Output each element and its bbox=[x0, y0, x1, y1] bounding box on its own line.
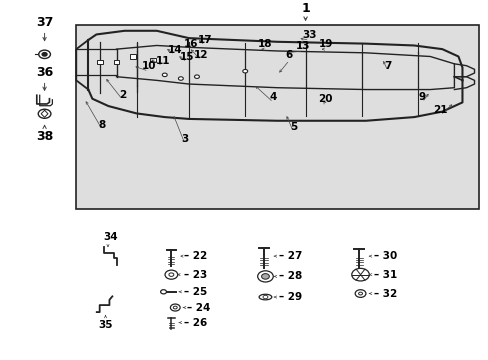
Text: 10: 10 bbox=[141, 61, 156, 71]
Circle shape bbox=[170, 304, 180, 311]
Circle shape bbox=[38, 109, 51, 118]
Text: 38: 38 bbox=[36, 130, 53, 143]
Circle shape bbox=[160, 290, 166, 294]
Text: 16: 16 bbox=[183, 39, 198, 49]
Text: 34: 34 bbox=[103, 232, 118, 242]
Text: 19: 19 bbox=[318, 39, 332, 49]
Circle shape bbox=[257, 271, 273, 282]
Text: 36: 36 bbox=[36, 67, 53, 80]
Circle shape bbox=[42, 53, 47, 56]
Text: – 23: – 23 bbox=[183, 270, 206, 280]
Text: 4: 4 bbox=[269, 93, 277, 102]
Text: 7: 7 bbox=[384, 61, 391, 71]
Text: – 22: – 22 bbox=[183, 251, 206, 261]
Bar bbox=[76, 25, 478, 209]
Text: – 28: – 28 bbox=[278, 271, 301, 282]
Circle shape bbox=[173, 306, 177, 309]
Text: – 30: – 30 bbox=[373, 251, 396, 261]
Text: 14: 14 bbox=[167, 45, 182, 55]
Ellipse shape bbox=[259, 294, 271, 300]
Text: 15: 15 bbox=[179, 52, 194, 62]
Bar bbox=[97, 60, 103, 64]
Circle shape bbox=[168, 273, 173, 276]
Circle shape bbox=[39, 50, 50, 59]
Text: – 32: – 32 bbox=[373, 289, 396, 298]
Text: – 31: – 31 bbox=[373, 270, 396, 280]
Text: 17: 17 bbox=[197, 36, 212, 45]
Text: 8: 8 bbox=[99, 120, 106, 130]
Circle shape bbox=[194, 75, 199, 78]
Text: 3: 3 bbox=[181, 134, 188, 144]
Circle shape bbox=[354, 290, 365, 297]
Text: – 24: – 24 bbox=[187, 302, 210, 312]
Bar bbox=[129, 54, 135, 59]
Circle shape bbox=[358, 292, 362, 295]
Circle shape bbox=[261, 274, 269, 279]
Text: 35: 35 bbox=[98, 320, 113, 330]
Text: 20: 20 bbox=[318, 94, 332, 104]
Text: 13: 13 bbox=[296, 41, 310, 51]
Text: 37: 37 bbox=[36, 16, 53, 29]
Text: 33: 33 bbox=[302, 30, 316, 40]
Bar bbox=[149, 58, 155, 62]
Text: 5: 5 bbox=[289, 122, 297, 132]
Text: – 27: – 27 bbox=[278, 251, 302, 261]
Text: – 29: – 29 bbox=[278, 292, 301, 302]
Bar bbox=[113, 60, 119, 64]
Text: 21: 21 bbox=[432, 105, 447, 115]
Circle shape bbox=[351, 268, 368, 281]
Text: – 26: – 26 bbox=[183, 318, 206, 328]
Circle shape bbox=[263, 295, 267, 299]
Text: 2: 2 bbox=[119, 90, 126, 100]
Text: 18: 18 bbox=[258, 39, 272, 49]
Text: 6: 6 bbox=[285, 50, 292, 60]
Text: 11: 11 bbox=[155, 56, 170, 66]
Text: 9: 9 bbox=[418, 93, 425, 102]
Text: – 25: – 25 bbox=[183, 287, 206, 297]
Text: 1: 1 bbox=[301, 2, 309, 15]
Circle shape bbox=[162, 73, 167, 77]
Circle shape bbox=[243, 69, 247, 73]
Text: 12: 12 bbox=[193, 50, 208, 60]
Circle shape bbox=[164, 270, 177, 279]
Circle shape bbox=[178, 77, 183, 80]
